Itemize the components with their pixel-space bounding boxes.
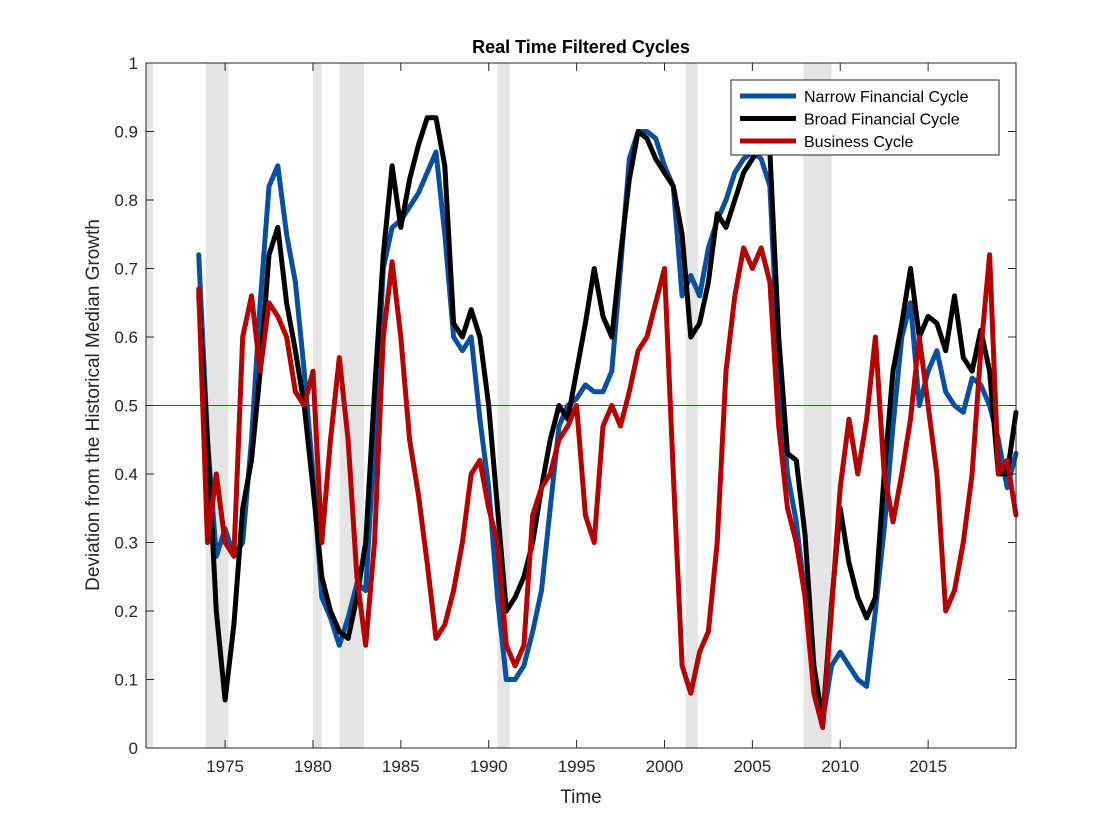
x-tick-label: 1975	[206, 757, 244, 776]
series-layer	[196, 115, 1019, 730]
chart-title: Real Time Filtered Cycles	[472, 37, 690, 57]
x-axis-ticks: 1975 1980 1985 1990 1995 2000 2005 2010 2015	[206, 63, 947, 776]
x-tick-label: 1980	[294, 757, 332, 776]
y-tick-label: 0.8	[114, 191, 138, 210]
legend-label-narrow-financial-cycle: Narrow Financial Cycle	[804, 89, 969, 106]
y-tick-label: 0.2	[114, 602, 138, 621]
series-line-broad-financial-cycle	[196, 115, 1019, 724]
y-tick-label: 0.6	[114, 328, 138, 347]
x-tick-label: 2000	[646, 757, 684, 776]
y-tick-label: 0.7	[114, 260, 138, 279]
y-tick-label: 1	[129, 54, 138, 73]
x-tick-label: 2005	[733, 757, 771, 776]
y-axis-title: Deviation from the Historical Median Gro…	[83, 219, 104, 591]
y-tick-label: 0.9	[114, 123, 138, 142]
y-axis-ticks: 0 0.1 0.2 0.3 0.4 0.5 0.6 0.7 0.8 0.9 1	[114, 54, 1016, 758]
legend-label-broad-financial-cycle: Broad Financial Cycle	[804, 112, 960, 129]
x-tick-label: 1990	[470, 757, 508, 776]
x-tick-label: 1985	[382, 757, 420, 776]
legend: Narrow Financial Cycle Broad Financial Cy…	[730, 79, 1000, 156]
y-tick-label: 0.3	[114, 534, 138, 553]
y-tick-label: 0.5	[114, 397, 138, 416]
x-tick-label: 1995	[558, 757, 596, 776]
x-tick-label: 2015	[909, 757, 947, 776]
x-axis-title: Time	[560, 787, 602, 808]
y-tick-label: 0.1	[114, 671, 138, 690]
x-tick-label: 2010	[821, 757, 859, 776]
y-tick-label: 0.4	[114, 465, 138, 484]
y-tick-label: 0	[129, 739, 138, 758]
series-line-business-cycle	[196, 245, 1019, 730]
legend-label-business-cycle: Business Cycle	[804, 134, 913, 151]
